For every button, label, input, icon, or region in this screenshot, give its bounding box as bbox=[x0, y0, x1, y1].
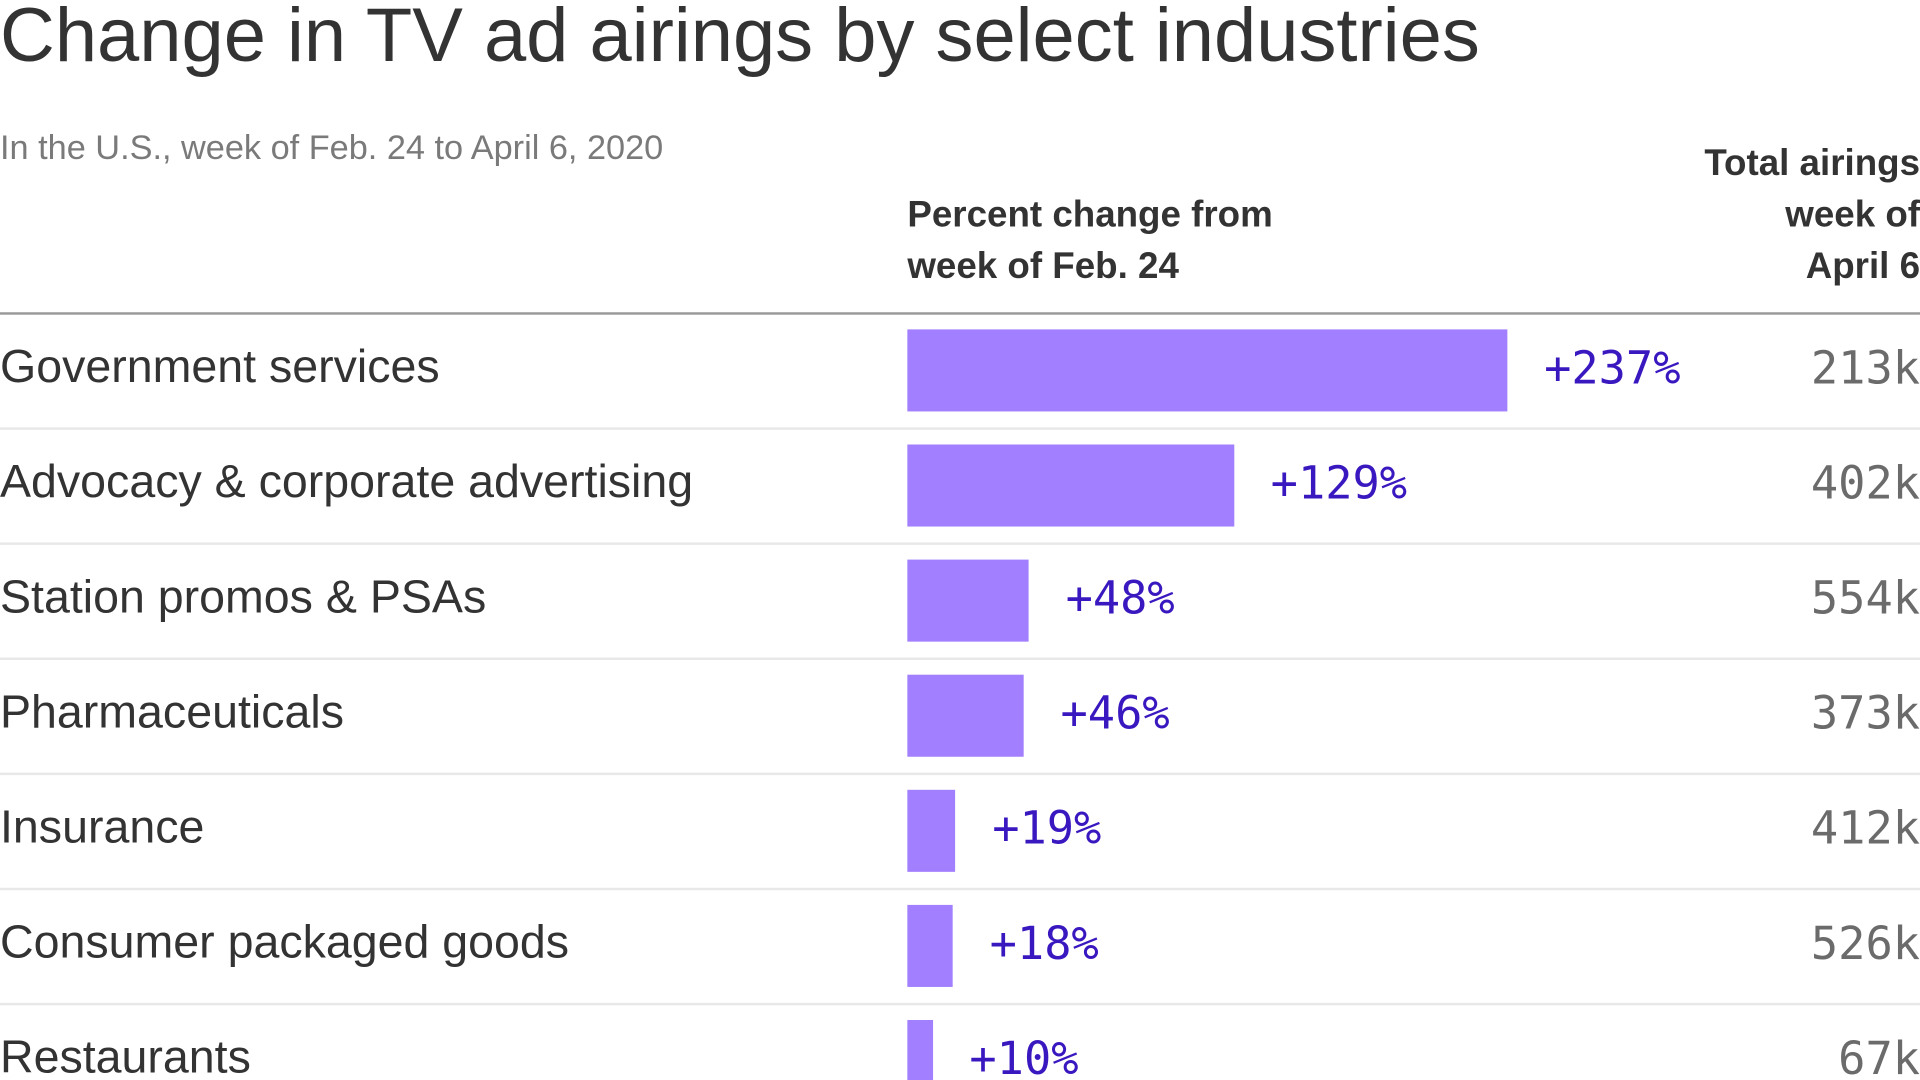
header-line: April 6 bbox=[1805, 246, 1920, 287]
category-label: Advocacy & corporate advertising bbox=[0, 456, 694, 509]
table-row: Insurance +19% 412k bbox=[0, 775, 1920, 891]
total-label: 67k bbox=[1838, 1032, 1920, 1080]
header-line: Total airings bbox=[1704, 143, 1920, 184]
header-line: week of bbox=[1785, 194, 1920, 236]
bar bbox=[907, 674, 1024, 757]
bar bbox=[907, 444, 1234, 527]
chart-subtitle: In the U.S., week of Feb. 24 to April 6,… bbox=[0, 128, 664, 167]
category-label: Consumer packaged goods bbox=[0, 917, 570, 969]
total-label: 373k bbox=[1810, 686, 1920, 740]
category-label: Insurance bbox=[0, 802, 205, 854]
value-label: +46% bbox=[1060, 686, 1170, 740]
total-label: 526k bbox=[1810, 917, 1920, 970]
value-label: +18% bbox=[989, 917, 1099, 970]
category-label: Government services bbox=[0, 341, 440, 394]
table-row: Restaurants +10% 67k bbox=[0, 1005, 1920, 1080]
total-label: 554k bbox=[1810, 571, 1920, 625]
chart-title: Change in TV ad airings by select indust… bbox=[0, 0, 1480, 79]
value-label: +48% bbox=[1065, 571, 1175, 625]
table-row: Consumer packaged goods +18% 526k bbox=[0, 890, 1920, 1006]
total-label: 412k bbox=[1810, 802, 1920, 855]
header-line: Percent change from bbox=[907, 194, 1273, 236]
table-row: Station promos & PSAs +48% 554k bbox=[0, 545, 1920, 661]
table-row: Advocacy & corporate advertising +129% 4… bbox=[0, 430, 1920, 545]
bar bbox=[907, 559, 1029, 642]
value-label: +237% bbox=[1544, 341, 1681, 395]
percent-change-header: Percent change from week of Feb. 24 bbox=[907, 190, 1272, 293]
bar bbox=[907, 329, 1508, 412]
bar bbox=[907, 904, 953, 987]
total-label: 213k bbox=[1810, 341, 1920, 395]
header-divider bbox=[0, 312, 1920, 315]
category-label: Restaurants bbox=[0, 1032, 251, 1080]
table-row: Government services +237% 213k bbox=[0, 315, 1920, 430]
value-label: +10% bbox=[969, 1032, 1079, 1080]
table-row: Pharmaceuticals +46% 373k bbox=[0, 660, 1920, 776]
value-label: +19% bbox=[992, 802, 1102, 855]
bar bbox=[907, 1020, 933, 1080]
total-airings-header: Total airings week of April 6 bbox=[1704, 138, 1920, 292]
value-label: +129% bbox=[1270, 456, 1408, 510]
total-label: 402k bbox=[1810, 456, 1920, 510]
category-label: Station promos & PSAs bbox=[0, 571, 487, 624]
bar bbox=[907, 789, 956, 872]
header-line: week of Feb. 24 bbox=[907, 246, 1179, 287]
category-label: Pharmaceuticals bbox=[0, 686, 344, 739]
